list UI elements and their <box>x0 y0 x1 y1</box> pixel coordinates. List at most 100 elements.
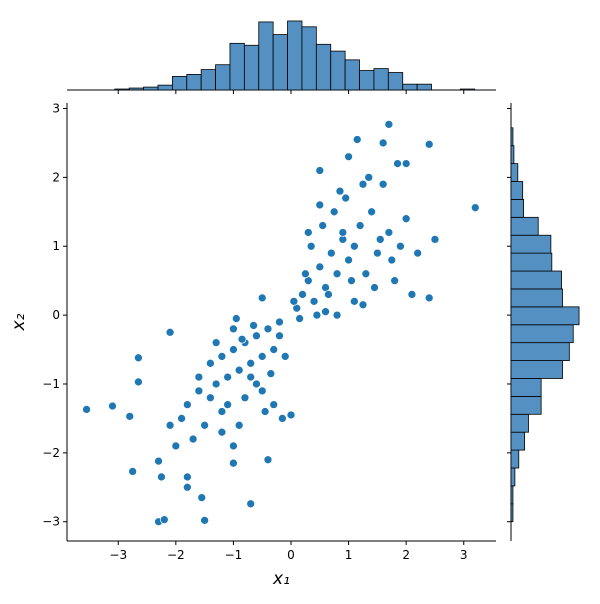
point <box>364 173 374 182</box>
point <box>252 379 261 389</box>
point <box>295 314 304 323</box>
point <box>378 138 388 148</box>
point <box>200 420 209 430</box>
y-tick-label: 2 <box>52 170 60 184</box>
hist-bar <box>510 199 525 218</box>
point <box>326 248 336 258</box>
point <box>223 372 233 382</box>
point <box>407 290 417 299</box>
point <box>329 207 339 217</box>
point <box>332 269 342 279</box>
hist-bar <box>287 20 303 91</box>
point <box>306 241 316 251</box>
hist-bar <box>258 21 274 91</box>
point <box>266 369 276 379</box>
hist-bar <box>229 42 245 91</box>
point <box>401 214 411 224</box>
point <box>206 393 215 403</box>
point <box>347 276 356 286</box>
hist-bar <box>510 395 542 415</box>
point <box>413 248 423 258</box>
point <box>229 345 238 354</box>
point <box>157 472 166 482</box>
point <box>194 372 204 382</box>
hist-bar <box>344 59 360 91</box>
point <box>384 228 394 237</box>
point <box>355 221 365 230</box>
y-axis-label: x₂ <box>9 313 29 331</box>
x-tick-label: 0 <box>287 548 295 562</box>
hist-bar <box>510 181 524 200</box>
hist-bar <box>510 467 516 487</box>
point <box>367 207 376 217</box>
point <box>134 377 143 387</box>
hist-bar <box>510 378 542 397</box>
x-tick-label: 2 <box>402 548 410 562</box>
x-tick-label: 3 <box>460 548 468 562</box>
point <box>358 300 368 310</box>
point <box>246 372 256 382</box>
point <box>197 493 207 502</box>
point <box>344 152 353 162</box>
point <box>257 293 267 303</box>
point <box>358 179 368 189</box>
hist-bar <box>373 68 389 91</box>
point <box>298 290 307 299</box>
y-tick-label: 0 <box>52 308 60 322</box>
y-tick-label: 1 <box>52 239 60 253</box>
point <box>338 228 348 237</box>
point <box>378 179 388 189</box>
point <box>246 499 256 509</box>
point <box>246 358 256 368</box>
point <box>424 293 434 303</box>
point <box>393 159 402 168</box>
hist-bar <box>510 145 515 165</box>
point <box>108 401 117 411</box>
hist-bar <box>510 449 520 469</box>
point <box>231 314 241 323</box>
hist-bar <box>243 44 260 91</box>
point <box>280 352 290 361</box>
x-tick-label: 1 <box>345 548 353 562</box>
point <box>315 262 325 272</box>
x-tick-label: −2 <box>167 548 185 562</box>
hist-bar <box>510 127 514 147</box>
point <box>260 407 270 416</box>
point <box>401 159 411 168</box>
point <box>134 353 143 363</box>
hist-bar <box>114 88 130 91</box>
point <box>252 331 261 341</box>
point <box>159 515 169 525</box>
point <box>165 420 175 430</box>
hist-bar <box>171 75 188 91</box>
point <box>470 203 480 213</box>
point <box>229 441 238 451</box>
point <box>424 139 434 149</box>
point <box>211 379 221 389</box>
hist-bar <box>157 84 173 91</box>
point <box>361 269 371 279</box>
hist-bar <box>510 324 574 344</box>
point <box>278 414 287 423</box>
point <box>82 405 91 414</box>
point <box>318 221 328 230</box>
point <box>341 193 351 203</box>
point <box>217 427 227 437</box>
point <box>375 235 385 244</box>
point <box>387 255 397 265</box>
point <box>257 352 267 361</box>
point <box>315 166 325 175</box>
point <box>234 365 244 375</box>
point <box>349 296 359 306</box>
hist-bar <box>510 485 514 505</box>
point <box>211 338 221 348</box>
point <box>257 386 267 396</box>
point <box>303 228 313 237</box>
x-axis-label: x₁ <box>272 569 290 589</box>
y-tick-label: −2 <box>42 446 60 460</box>
point <box>194 386 204 396</box>
point <box>286 410 296 420</box>
point <box>289 296 299 306</box>
point <box>335 186 345 196</box>
